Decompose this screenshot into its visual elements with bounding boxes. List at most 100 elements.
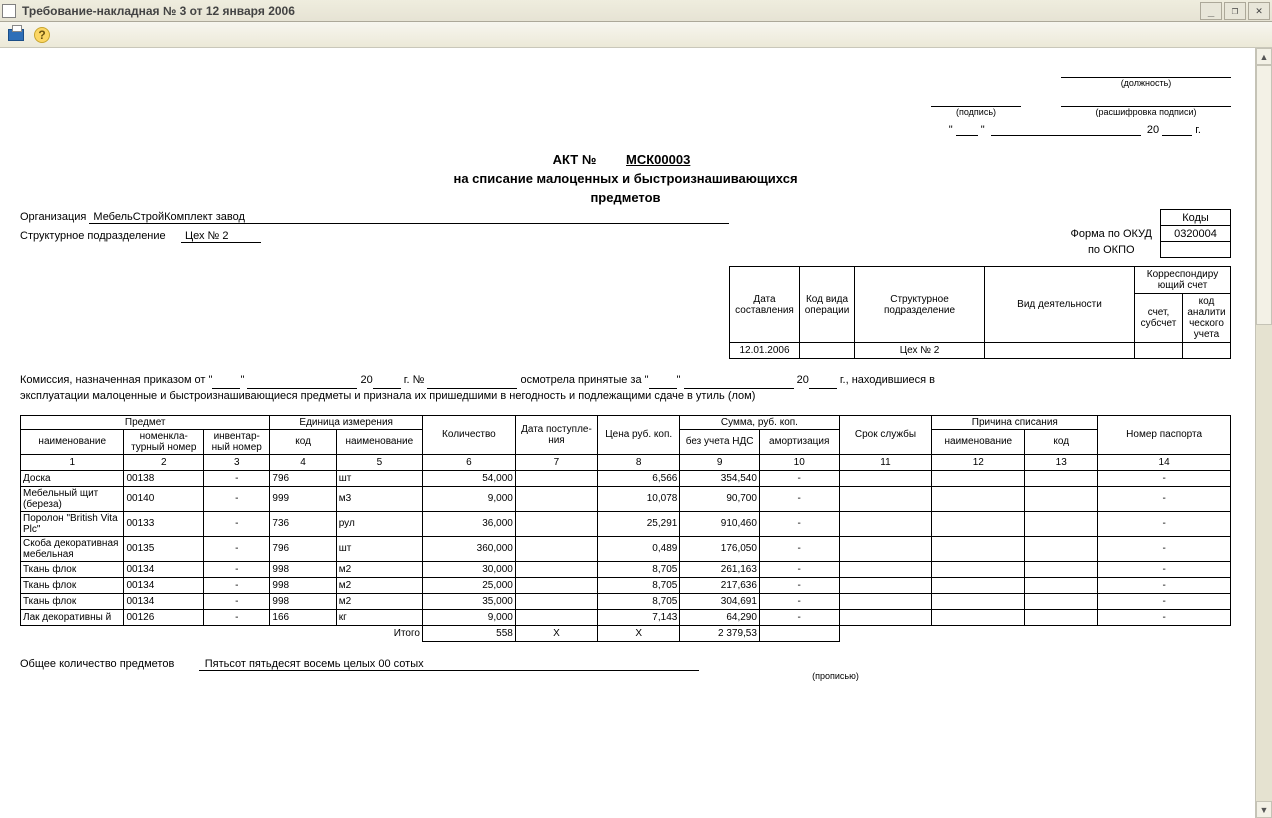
coln-8: 8 xyxy=(598,454,680,470)
okpo-label: по ОКПО xyxy=(1063,242,1161,258)
commission-paragraph: Комиссия, назначенная приказом от "" 20 … xyxy=(20,373,1231,405)
cell: 00134 xyxy=(124,577,204,593)
cell xyxy=(839,536,932,561)
document[interactable]: (должность) (подпись) (расшифровка подпи… xyxy=(0,48,1255,818)
year-prefix: 20 xyxy=(1147,124,1159,136)
hdr-act-label: Вид деятельности xyxy=(985,267,1135,343)
cell: м2 xyxy=(336,593,422,609)
col-sum-novat: без учета НДС xyxy=(680,429,760,454)
cell: - xyxy=(759,577,839,593)
coln-12: 12 xyxy=(932,454,1025,470)
cell xyxy=(932,470,1025,486)
cell xyxy=(1025,511,1098,536)
totq-label: Общее количество предметов xyxy=(20,658,174,670)
cell: 9,000 xyxy=(422,486,515,511)
hdr-op-label: Код вида операции xyxy=(800,267,855,343)
coln-9: 9 xyxy=(680,454,760,470)
cell: 910,460 xyxy=(680,511,760,536)
act-subtitle-2: предметов xyxy=(20,190,1231,205)
cell xyxy=(1025,609,1098,625)
p1c: 20 xyxy=(360,374,372,386)
cell: 00135 xyxy=(124,536,204,561)
toolbar: ? xyxy=(0,22,1272,48)
cell: 354,540 xyxy=(680,470,760,486)
cell: - xyxy=(204,511,270,536)
hdr-dept-value: Цех № 2 xyxy=(855,343,985,359)
print-button[interactable] xyxy=(6,25,26,45)
close-button[interactable]: ✕ xyxy=(1248,2,1270,20)
cell: м2 xyxy=(336,577,422,593)
scroll-down-button[interactable]: ▼ xyxy=(1256,801,1272,818)
cell xyxy=(1025,486,1098,511)
cell: 90,700 xyxy=(680,486,760,511)
cell: - xyxy=(1098,577,1231,593)
col-life: Срок службы xyxy=(839,415,932,454)
scroll-track[interactable] xyxy=(1256,65,1272,801)
coln-1: 1 xyxy=(21,454,124,470)
help-button[interactable]: ? xyxy=(32,25,52,45)
cell: - xyxy=(759,609,839,625)
cell: - xyxy=(204,536,270,561)
cell: Мебельный щит (береза) xyxy=(21,486,124,511)
act-subtitle-1: на списание малоценных и быстроизнашиваю… xyxy=(20,171,1231,186)
cell: 796 xyxy=(270,470,336,486)
decode-caption: (расшифровка подписи) xyxy=(1096,107,1197,117)
scroll-up-button[interactable]: ▲ xyxy=(1256,48,1272,65)
cell: 217,636 xyxy=(680,577,760,593)
cell xyxy=(932,593,1025,609)
cell xyxy=(932,511,1025,536)
hdr-dept-label: Структурное подразделение xyxy=(855,267,985,343)
org-line: Организация МебельСтройКомплект завод xyxy=(20,211,1231,224)
scroll-thumb[interactable] xyxy=(1256,65,1272,325)
cell: 00126 xyxy=(124,609,204,625)
cell: - xyxy=(759,536,839,561)
cell xyxy=(515,593,597,609)
cell: - xyxy=(1098,593,1231,609)
cell: - xyxy=(1098,536,1231,561)
hdr-op-value xyxy=(800,343,855,359)
cell xyxy=(839,593,932,609)
scrollbar[interactable]: ▲ ▼ xyxy=(1255,48,1272,818)
cell: 00134 xyxy=(124,593,204,609)
cell: - xyxy=(204,486,270,511)
maximize-button[interactable]: ❐ xyxy=(1224,2,1246,20)
minimize-button[interactable]: _ xyxy=(1200,2,1222,20)
p1b: " xyxy=(240,374,244,386)
hdr-act-value xyxy=(985,343,1135,359)
totq-caption: (прописью) xyxy=(440,671,1231,681)
cell: шт xyxy=(336,470,422,486)
col-qty: Количество xyxy=(422,415,515,454)
dept-value: Цех № 2 xyxy=(181,230,261,243)
cell: 10,078 xyxy=(598,486,680,511)
cell: шт xyxy=(336,536,422,561)
cell: - xyxy=(1098,561,1231,577)
okud-label: Форма по ОКУД xyxy=(1063,226,1161,242)
cell: 64,290 xyxy=(680,609,760,625)
col-reason-name: наименование xyxy=(932,429,1025,454)
cell: 360,000 xyxy=(422,536,515,561)
coln-5: 5 xyxy=(336,454,422,470)
cell: 54,000 xyxy=(422,470,515,486)
cell: 176,050 xyxy=(680,536,760,561)
okud-value: 0320004 xyxy=(1161,226,1231,242)
act-heading: АКТ № МСК00003 xyxy=(20,152,1231,167)
cell: Скоба декоративная мебельная xyxy=(21,536,124,561)
cell: м3 xyxy=(336,486,422,511)
codes-header: Коды xyxy=(1161,210,1231,226)
cell xyxy=(1025,561,1098,577)
cell: Ткань флок xyxy=(21,561,124,577)
cell xyxy=(515,561,597,577)
cell: кг xyxy=(336,609,422,625)
cell xyxy=(515,577,597,593)
document-wrapper: (должность) (подпись) (расшифровка подпи… xyxy=(0,48,1272,818)
dept-label: Структурное подразделение xyxy=(20,230,166,242)
header-params-table: Дата составления Код вида операции Струк… xyxy=(729,266,1231,359)
coln-11: 11 xyxy=(839,454,932,470)
col-passport: Номер паспорта xyxy=(1098,415,1231,454)
cell: 8,705 xyxy=(598,593,680,609)
cell xyxy=(839,511,932,536)
app-window: Требование-накладная № 3 от 12 января 20… xyxy=(0,0,1272,818)
org-value: МебельСтройКомплект завод xyxy=(89,211,729,224)
cell: 261,163 xyxy=(680,561,760,577)
table-row: Ткань флок00134-998м230,0008,705261,163-… xyxy=(21,561,1231,577)
